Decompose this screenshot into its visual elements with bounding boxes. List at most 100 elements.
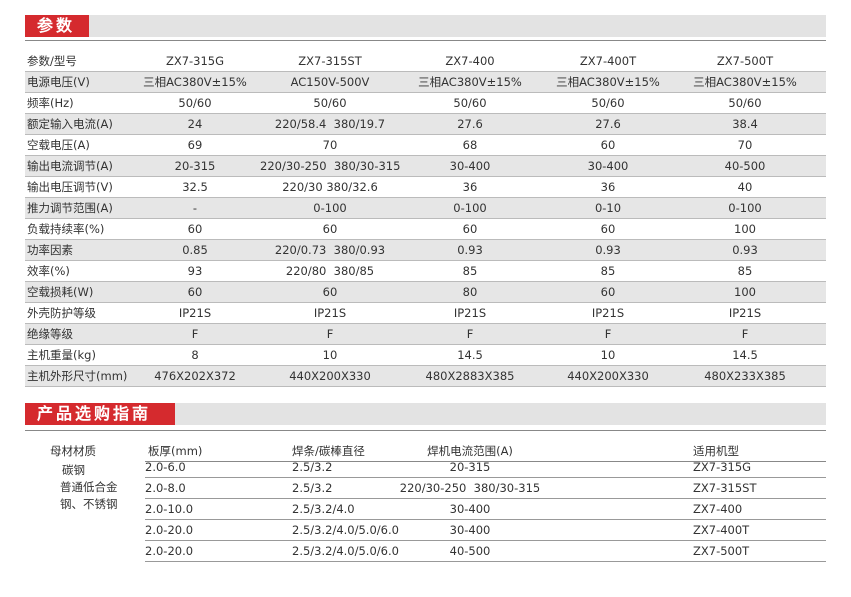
material: 碳钢	[62, 463, 85, 477]
cell: ZX7-400T	[579, 54, 637, 68]
row-label: 外壳防护等级	[27, 306, 96, 320]
cell: 三相AC380V±15%	[556, 75, 660, 89]
cell: 0.85	[182, 243, 208, 257]
cell: ZX7-400	[445, 54, 495, 68]
cell: 100	[734, 285, 756, 299]
cell: 85	[462, 264, 478, 278]
table-row	[25, 72, 826, 93]
table-row	[25, 198, 826, 219]
cell: IP21S	[591, 306, 625, 320]
cell: 50/60	[453, 96, 487, 110]
cell: 220/58.4 380/19.7	[274, 117, 386, 131]
cell: 36	[600, 180, 616, 194]
cell: 0-100	[453, 201, 487, 215]
cell: 36	[462, 180, 478, 194]
cell: 2.5/3.2	[292, 481, 333, 495]
cell: 三相AC380V±15%	[143, 75, 247, 89]
cell: 30-400	[449, 159, 491, 173]
section-title: 参数	[25, 15, 89, 37]
cell: F	[191, 327, 199, 341]
cell: 70	[322, 138, 338, 152]
cell: 2.5/3.2/4.0	[292, 502, 355, 516]
cell: 8	[191, 348, 199, 362]
rule	[25, 40, 826, 41]
cell: IP21S	[728, 306, 762, 320]
cell: 69	[187, 138, 203, 152]
row-label: 主机外形尺寸(mm)	[27, 369, 128, 383]
cell: 20-315	[449, 460, 491, 474]
cell: 220/80 380/85	[285, 264, 375, 278]
cell: F	[604, 327, 612, 341]
cell: 0-10	[594, 201, 622, 215]
cell: 40-500	[449, 544, 491, 558]
header-cell: 适用机型	[693, 444, 739, 458]
cell: 220/30-250 380/30-315	[399, 481, 541, 495]
cell: 70	[737, 138, 753, 152]
row-label: 空载损耗(W)	[27, 285, 94, 299]
cell: ZX7-500T	[716, 54, 774, 68]
cell: 24	[187, 117, 203, 131]
cell: 476X202X372	[154, 369, 236, 383]
cell: F	[466, 327, 474, 341]
table-row	[25, 261, 826, 282]
material: 普通低合金	[60, 480, 118, 494]
material: 钢、不锈钢	[60, 497, 118, 511]
cell: 60	[187, 285, 203, 299]
header-cell: 焊机电流范围(A)	[427, 444, 513, 458]
row-label: 频率(Hz)	[27, 96, 74, 110]
cell: 2.5/3.2	[292, 460, 333, 474]
cell: AC150V-500V	[290, 75, 370, 89]
cell: F	[326, 327, 334, 341]
cell: 2.0-8.0	[145, 481, 186, 495]
cell: 50/60	[728, 96, 762, 110]
cell: 68	[462, 138, 478, 152]
cell: 20-315	[174, 159, 216, 173]
table-row	[25, 114, 826, 135]
header-cell: 板厚(mm)	[148, 444, 203, 458]
table-row	[25, 282, 826, 303]
cell: IP21S	[313, 306, 347, 320]
cell: 85	[600, 264, 616, 278]
cell: 60	[187, 222, 203, 236]
cell: 220/30-250 380/30-315	[260, 159, 401, 173]
cell: 32.5	[182, 180, 208, 194]
cell: 60	[322, 285, 338, 299]
cell: ZX7-400T	[693, 523, 750, 537]
table-row	[145, 478, 826, 499]
cell: 480X2883X385	[425, 369, 515, 383]
cell: ZX7-315G	[693, 460, 752, 474]
section-bar	[25, 403, 826, 425]
cell: 80	[462, 285, 478, 299]
cell: 0.93	[732, 243, 758, 257]
cell: 10	[600, 348, 616, 362]
section-bar	[25, 15, 826, 37]
cell: 440X200X330	[567, 369, 649, 383]
row-label: 额定输入电流(A)	[27, 117, 113, 131]
cell: ZX7-400	[693, 502, 743, 516]
cell: IP21S	[453, 306, 487, 320]
cell: 14.5	[457, 348, 483, 362]
table-row	[145, 520, 826, 541]
cell: ZX7-315G	[165, 54, 225, 68]
row-label: 功率因素	[27, 243, 73, 257]
cell: 27.6	[595, 117, 621, 131]
cell: 60	[600, 285, 616, 299]
table-row	[25, 345, 826, 366]
table-row	[25, 156, 826, 177]
cell: 50/60	[313, 96, 347, 110]
row-label: 空载电压(A)	[27, 138, 90, 152]
cell: 2.0-20.0	[145, 544, 194, 558]
header-cell: 母材材质	[50, 444, 96, 458]
cell: ZX7-500T	[693, 544, 750, 558]
table-row	[25, 219, 826, 240]
cell: 0-100	[728, 201, 762, 215]
row-label: 参数/型号	[27, 54, 77, 68]
cell: 85	[737, 264, 753, 278]
cell: 60	[462, 222, 478, 236]
cell: 440X200X330	[289, 369, 371, 383]
cell: 30-400	[449, 502, 491, 516]
cell: 50/60	[591, 96, 625, 110]
table-row	[25, 177, 826, 198]
table-row	[25, 240, 826, 261]
